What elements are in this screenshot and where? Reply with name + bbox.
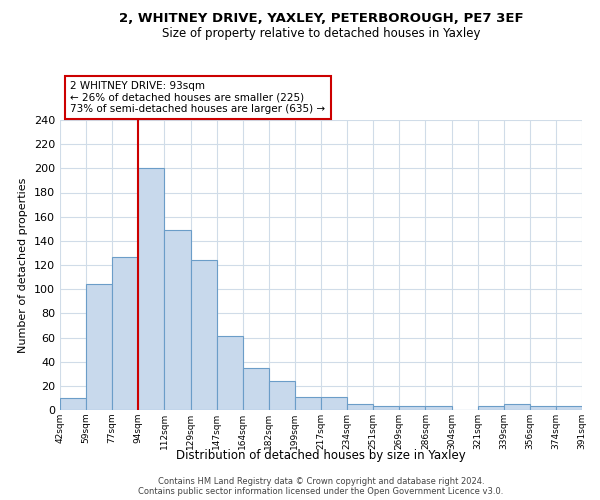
Text: Distribution of detached houses by size in Yaxley: Distribution of detached houses by size … [176, 448, 466, 462]
Text: Contains public sector information licensed under the Open Government Licence v3: Contains public sector information licen… [139, 486, 503, 496]
Bar [191, 260, 217, 410]
Bar [400, 406, 425, 410]
Text: 2 WHITNEY DRIVE: 93sqm
← 26% of detached houses are smaller (225)
73% of semi-de: 2 WHITNEY DRIVE: 93sqm ← 26% of detached… [70, 81, 326, 114]
Bar [112, 256, 139, 410]
Text: Size of property relative to detached houses in Yaxley: Size of property relative to detached ho… [162, 28, 480, 40]
Bar [164, 230, 191, 410]
Text: 2, WHITNEY DRIVE, YAXLEY, PETERBOROUGH, PE7 3EF: 2, WHITNEY DRIVE, YAXLEY, PETERBOROUGH, … [119, 12, 523, 26]
Bar [347, 404, 373, 410]
Bar [530, 406, 556, 410]
Y-axis label: Number of detached properties: Number of detached properties [19, 178, 28, 352]
Bar [139, 168, 164, 410]
Bar [373, 406, 400, 410]
Bar [269, 381, 295, 410]
Bar [504, 404, 530, 410]
Bar [556, 406, 582, 410]
Bar [217, 336, 243, 410]
Bar [321, 396, 347, 410]
Bar [60, 398, 86, 410]
Bar [86, 284, 112, 410]
Bar [478, 406, 504, 410]
Text: Contains HM Land Registry data © Crown copyright and database right 2024.: Contains HM Land Registry data © Crown c… [158, 476, 484, 486]
Bar [243, 368, 269, 410]
Bar [425, 406, 452, 410]
Bar [295, 396, 321, 410]
